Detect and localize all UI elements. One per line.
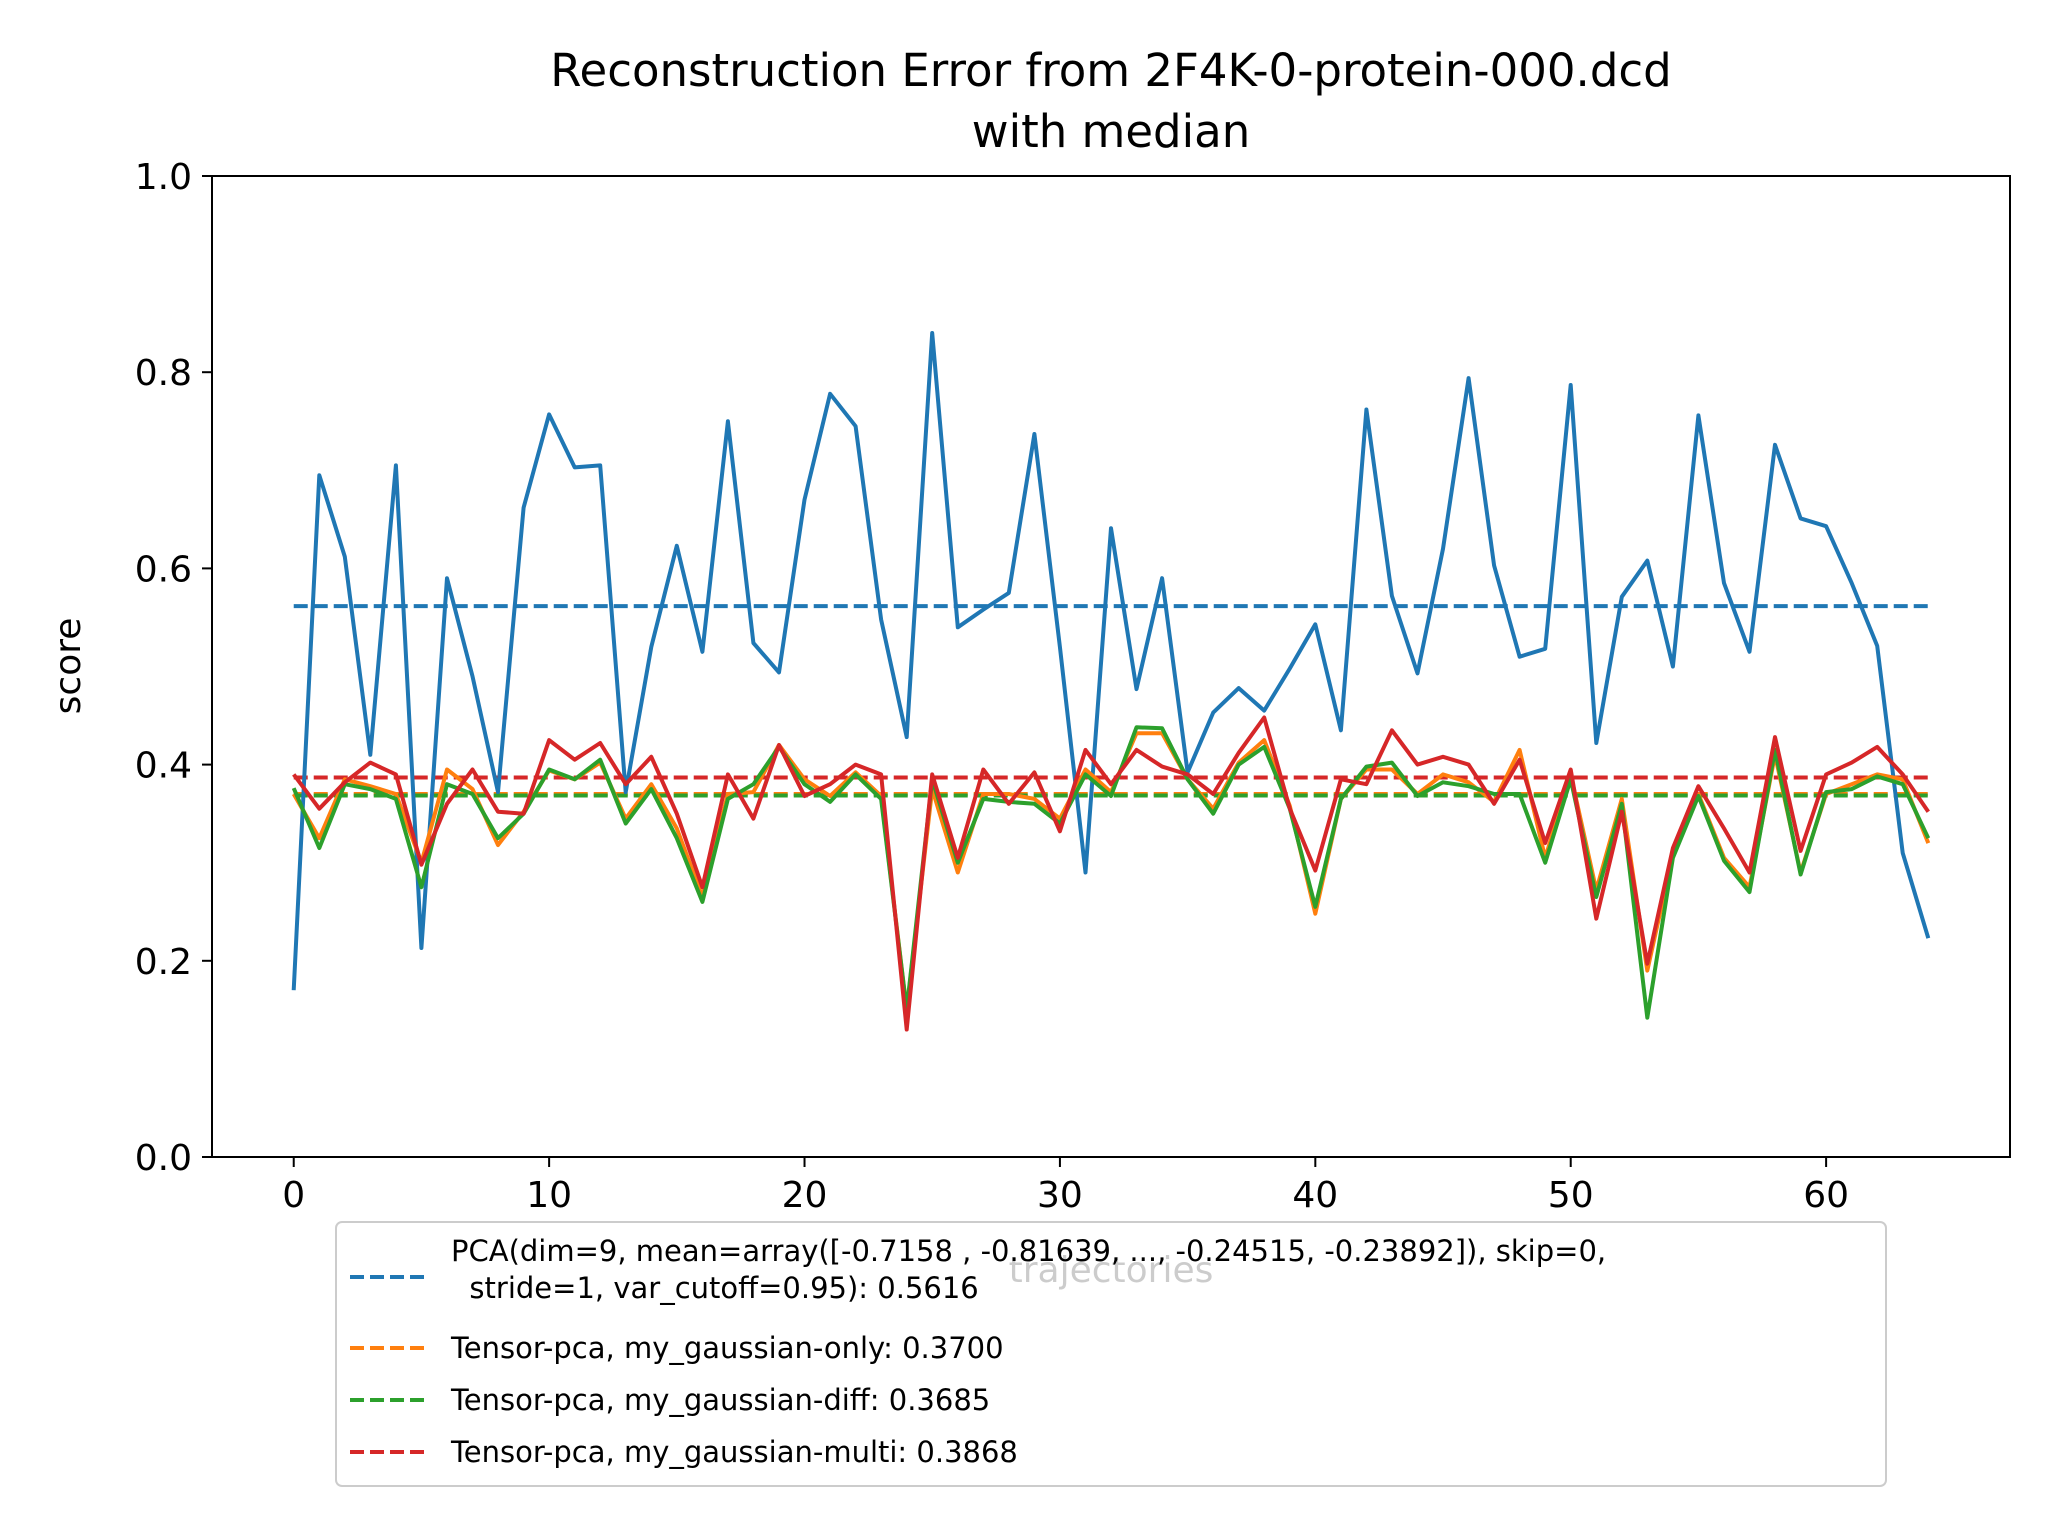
y-axis-ticks: 0.0 0.2 0.4 0.6 0.8 1.0	[135, 157, 212, 1179]
x-tick-label: 40	[1292, 1175, 1338, 1216]
legend-label-pca-line-2: stride=1, var_cutoff=0.95): 0.5616	[451, 1271, 979, 1305]
x-tick-label: 60	[1803, 1175, 1849, 1216]
y-tick-label: 0.2	[135, 942, 192, 983]
x-tick-label: 30	[1037, 1175, 1083, 1216]
chart-title-line-1: Reconstruction Error from 2F4K-0-protein…	[550, 44, 1671, 97]
chart-title-line-2: with median	[972, 105, 1250, 158]
x-axis-ticks: 0 10 20 30 40 50 60	[282, 1157, 1849, 1216]
legend: PCA(dim=9, mean=array([-0.7158 , -0.8163…	[335, 1221, 1887, 1487]
series-line-pca	[291, 331, 1931, 991]
series-line-gaussian-diff	[291, 725, 1931, 1020]
y-axis-label: score	[48, 618, 89, 715]
y-tick-label: 0.4	[135, 746, 192, 787]
legend-box	[335, 1221, 1887, 1487]
series-line-gaussian-multi	[292, 715, 1930, 1032]
y-tick-label: 1.0	[135, 157, 192, 198]
legend-label-pca-line-1: PCA(dim=9, mean=array([-0.7158 , -0.8163…	[451, 1234, 1606, 1268]
y-tick-label: 0.0	[135, 1138, 192, 1179]
y-tick-label: 0.6	[135, 549, 192, 590]
x-tick-label: 0	[282, 1175, 305, 1216]
x-tick-label: 10	[526, 1175, 572, 1216]
x-tick-label: 50	[1548, 1175, 1594, 1216]
x-tick-label: 20	[782, 1175, 828, 1216]
series-lines	[291, 331, 1931, 1032]
legend-label-gaussian-only: Tensor-pca, my_gaussian-only: 0.3700	[450, 1331, 1004, 1365]
legend-label-gaussian-diff: Tensor-pca, my_gaussian-diff: 0.3685	[450, 1383, 990, 1417]
legend-label-gaussian-multi: Tensor-pca, my_gaussian-multi: 0.3868	[450, 1435, 1018, 1469]
y-tick-label: 0.8	[135, 353, 192, 394]
plot-frame	[211, 175, 2011, 1158]
